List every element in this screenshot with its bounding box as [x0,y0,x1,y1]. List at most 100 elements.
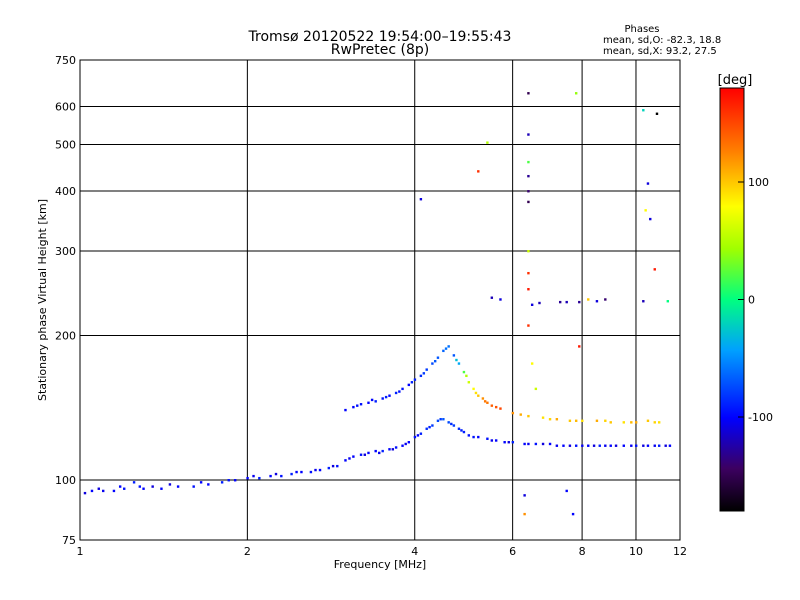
data-point [356,404,359,407]
data-point [422,372,426,375]
data-point [413,435,417,439]
data-point [447,345,450,348]
data-point [425,368,428,371]
y-tick-label: 600 [55,101,76,114]
data-point [604,419,607,422]
data-point [452,354,456,357]
data-point [132,481,136,484]
data-point [558,300,562,304]
data-point [367,401,370,404]
plot-frame [79,59,681,541]
data-point [388,448,391,451]
data-point [574,92,578,95]
y-tick-label: 75 [62,534,76,547]
data-point [419,432,423,435]
data-point [220,481,224,484]
data-point [653,268,656,271]
data-point [477,435,480,439]
data-point [431,362,434,365]
chart-title-line2: RwPretec (8p) [331,42,429,58]
data-point [646,419,650,422]
data-point [527,92,530,95]
data-point [199,481,203,484]
data-point [439,418,442,421]
phases-heading: Phases [624,24,659,35]
data-point [666,300,670,303]
data-point [581,444,584,447]
data-point [568,444,572,447]
data-point [494,405,498,409]
data-point [527,288,530,291]
data-point [598,444,601,447]
data-point [419,374,423,378]
data-point [548,418,552,421]
data-point [664,444,667,447]
data-point [481,397,485,400]
data-point [574,419,578,422]
data-point [527,250,530,253]
data-point [416,434,420,437]
data-point [494,439,498,442]
data-point [477,170,480,173]
data-point [541,416,545,419]
data-point [565,489,568,493]
data-point [534,387,538,391]
data-point [344,459,347,462]
data-point [300,470,303,474]
x-tick-label: 12 [673,545,687,558]
y-tick-labels: 75 100 200 300 400 500 600 750 [55,54,76,547]
data-point [490,404,494,407]
x-tick-label: 6 [509,545,516,558]
data-point [97,487,100,490]
data-point [269,474,272,478]
data-point [609,444,612,447]
data-point [467,381,471,384]
data-point [474,391,478,395]
colorbar-tick-label: 100 [748,176,769,189]
data-point [252,474,255,478]
data-point [530,362,534,365]
data-point [634,421,638,424]
data-point [352,455,355,458]
data-point [587,298,590,301]
data-point [483,400,487,403]
data-point [486,141,489,144]
data-point [527,133,530,136]
data-point [460,429,463,432]
colorbar-tick-label: 0 [748,294,755,307]
data-point [367,451,370,455]
data-point [581,419,584,422]
colorbar-label: [deg] [718,73,753,88]
data-point [410,381,414,384]
data-point [490,296,494,299]
data-point [523,512,526,516]
y-tick-label: 750 [55,54,76,67]
data-point [548,442,552,446]
data-point [233,479,237,482]
data-point [630,421,633,424]
data-point [646,444,650,447]
data-point [370,398,374,402]
data-point [404,442,407,446]
data-point [457,427,461,430]
data-point [327,466,331,470]
data-point [578,300,581,304]
data-point [246,476,249,480]
data-point [381,397,384,400]
data-point [519,413,522,416]
data-point [486,437,489,440]
data-point [462,430,466,434]
x-axis-label: Frequency [MHz] [334,558,426,571]
data-point [555,418,559,421]
data-point [541,442,545,446]
data-point [314,468,317,472]
data-point [503,441,506,444]
data-point [634,444,638,447]
colorbar-tick-label: -100 [748,411,773,424]
data-point [604,298,607,301]
data-point [477,394,480,397]
data-point [595,419,599,422]
data-point [653,421,656,424]
data-point [630,444,633,447]
data-point [280,474,283,478]
